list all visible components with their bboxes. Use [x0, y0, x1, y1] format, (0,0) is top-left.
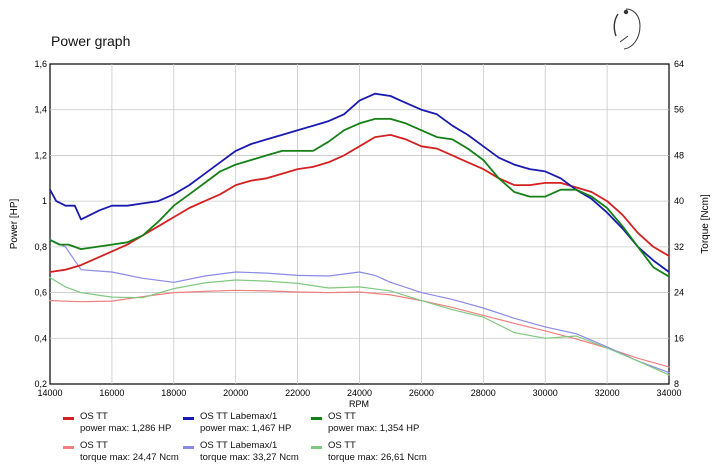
y-right-tick-label: 32: [674, 242, 684, 252]
y-right-tick-labels: 8 16 24 32 40 48 56 64: [674, 59, 684, 389]
y-right-tick-label: 64: [674, 59, 684, 69]
x-tick-label: 34000: [656, 388, 681, 398]
legend-label: OS TT: [328, 440, 356, 451]
y-left-tick-label: 0,2: [34, 379, 47, 389]
legend-label: OS TT Labemax/1: [200, 411, 278, 422]
legend-label: OS TT: [80, 411, 108, 422]
y-right-tick-label: 40: [674, 196, 684, 206]
legend-swatch: [311, 417, 322, 420]
series-layer: [49, 92, 670, 376]
x-tick-label: 26000: [409, 388, 434, 398]
x-tick-label: 28000: [471, 388, 496, 398]
y-left-tick-labels: 0,2 0,4 0,6 0,8 1 1,2 1,4 1,6: [34, 59, 47, 389]
legend-stat: power max: 1,286 HP: [80, 423, 172, 434]
x-tick-label: 22000: [285, 388, 310, 398]
y-right-tick-label: 8: [674, 379, 679, 389]
x-tick-labels: 14000 16000 18000 20000 22000 24000 26000 28000…: [37, 388, 681, 398]
series-line-1: [49, 92, 670, 273]
x-tick-label: 32000: [595, 388, 620, 398]
legend-label: OS TT Labemax/1: [200, 440, 278, 451]
legend-label: OS TT: [328, 411, 356, 422]
y-right-tick-label: 24: [674, 288, 684, 298]
x-axis-label: RPM: [349, 399, 369, 409]
series-line-5: [49, 277, 670, 376]
legend-stat: torque max: 26,61 Ncm: [328, 452, 427, 463]
legend-swatch: [63, 446, 74, 449]
y-right-tick-label: 48: [674, 150, 684, 160]
y-left-tick-label: 1,6: [34, 59, 47, 69]
x-tick-label: 20000: [223, 388, 248, 398]
legend-swatch: [183, 446, 194, 449]
x-tick-label: 24000: [347, 388, 372, 398]
y-right-tick-label: 56: [674, 105, 684, 115]
legend-stat: torque max: 33,27 Ncm: [200, 452, 299, 463]
y-left-axis-label: Power [HP]: [9, 198, 20, 249]
legend-swatch: [63, 417, 74, 420]
x-tick-label: 14000: [37, 388, 62, 398]
y-left-tick-label: 1,4: [34, 105, 47, 115]
y-right-axis-label: Torque [Ncm]: [700, 194, 711, 254]
x-tick-label: 18000: [161, 388, 186, 398]
y-left-tick-label: 1: [42, 196, 47, 206]
legend-stat: power max: 1,354 HP: [328, 423, 420, 434]
y-left-tick-label: 0,4: [34, 333, 47, 343]
labema-logo-icon: [613, 8, 641, 50]
legend-label: OS TT: [80, 440, 108, 451]
series-line-2: [49, 118, 670, 278]
y-left-tick-label: 0,8: [34, 242, 47, 252]
y-left-tick-label: 1,2: [34, 150, 47, 160]
x-tick-label: 30000: [533, 388, 558, 398]
x-tick-label: 16000: [99, 388, 124, 398]
series-line-4: [49, 238, 670, 374]
y-right-tick-label: 16: [674, 333, 684, 343]
legend-swatch: [183, 417, 194, 420]
y-left-tick-label: 0,6: [34, 288, 47, 298]
legend-stat: power max: 1,467 HP: [200, 423, 292, 434]
chart-title: Power graph: [51, 33, 131, 49]
series-line-0: [49, 133, 670, 273]
legend-stat: torque max: 24,47 Ncm: [80, 452, 179, 463]
legend-swatch: [311, 446, 322, 449]
